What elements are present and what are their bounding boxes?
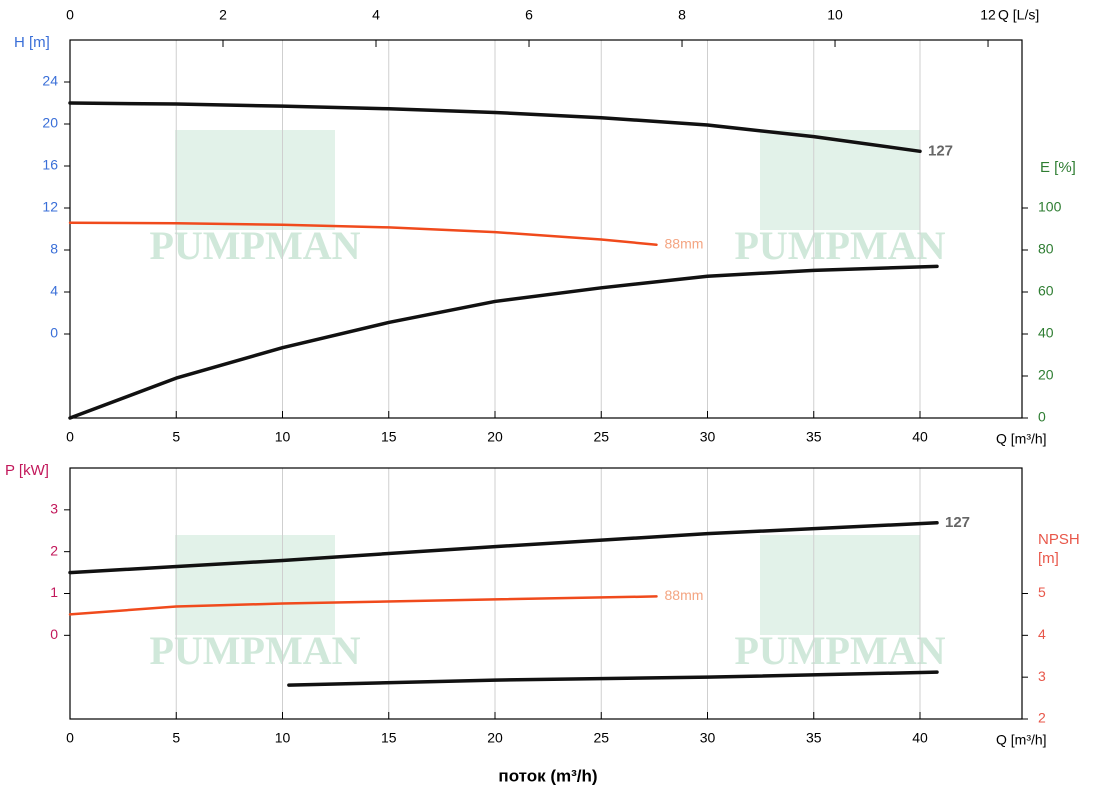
x2-tick-label: 0: [66, 7, 74, 23]
y2-tick-label: 2: [1038, 710, 1046, 726]
watermark-logo: [175, 130, 335, 230]
x2-tick-label: 4: [372, 7, 380, 23]
curve: [68, 101, 922, 154]
y-tick-label: 24: [42, 73, 58, 89]
y2-tick-label: 4: [1038, 626, 1046, 642]
y-tick-label: 0: [50, 626, 58, 642]
x-tick-label: 20: [487, 730, 503, 746]
watermark-logo: [760, 130, 920, 230]
y2-tick-label: 20: [1038, 367, 1054, 383]
x-tick-label: 15: [381, 730, 397, 746]
x2-label: Q [L/s]: [998, 7, 1039, 23]
curve: [68, 521, 939, 575]
y-tick-label: 3: [50, 501, 58, 517]
y2-tick-label: 0: [1038, 409, 1046, 425]
watermark: PUMPMAN: [149, 223, 360, 268]
y-tick-label: 20: [42, 115, 58, 131]
y2-tick-label: 100: [1038, 199, 1062, 215]
curve: [68, 264, 939, 420]
y-label: H [m]: [14, 34, 50, 51]
x-label: Q [m³/h]: [996, 732, 1047, 748]
x2-tick-label: 2: [219, 7, 227, 23]
y-label: P [kW]: [5, 462, 49, 479]
watermark: PUMPMAN: [734, 628, 945, 673]
y2-tick-label: 5: [1038, 584, 1046, 600]
curve-label: 127: [928, 142, 953, 159]
y-tick-label: 1: [50, 584, 58, 600]
x-tick-label: 30: [700, 730, 716, 746]
x-tick-label: 0: [66, 429, 74, 445]
y2-tick-label: 3: [1038, 668, 1046, 684]
watermark: PUMPMAN: [734, 223, 945, 268]
x-tick-label: 25: [593, 730, 609, 746]
x-tick-label: 40: [912, 730, 928, 746]
watermark-logo: [175, 535, 335, 635]
curve: [68, 221, 658, 246]
x-tick-label: 10: [275, 429, 291, 445]
curve-label: 88mm: [665, 587, 704, 603]
x-tick-label: 20: [487, 429, 503, 445]
x-tick-label: 35: [806, 730, 822, 746]
x-tick-label: 30: [700, 429, 716, 445]
curve-label: 88mm: [665, 235, 704, 251]
watermark-logo: [760, 535, 920, 635]
x2-tick-label: 8: [678, 7, 686, 23]
caption: поток (m³/h): [498, 766, 597, 785]
x-tick-label: 10: [275, 730, 291, 746]
curve: [68, 595, 658, 616]
y-tick-label: 8: [50, 241, 58, 257]
watermark: PUMPMAN: [149, 628, 360, 673]
x-tick-label: 40: [912, 429, 928, 445]
x-tick-label: 0: [66, 730, 74, 746]
y-tick-label: 2: [50, 542, 58, 558]
y-tick-label: 12: [42, 199, 58, 215]
x2-tick-label: 10: [827, 7, 843, 23]
x-tick-label: 15: [381, 429, 397, 445]
y2-label: E [%]: [1040, 159, 1076, 176]
y2-tick-label: 80: [1038, 241, 1054, 257]
curve: [287, 670, 939, 687]
y-tick-label: 16: [42, 157, 58, 173]
plot-frame: [69, 467, 1023, 720]
x-tick-label: 5: [172, 429, 180, 445]
x-tick-label: 35: [806, 429, 822, 445]
x-tick-label: 5: [172, 730, 180, 746]
x-label: Q [m³/h]: [996, 431, 1047, 447]
y2-label: NPSH [m]: [1038, 531, 1080, 567]
y-tick-label: 4: [50, 283, 58, 299]
x2-tick-label: 12: [980, 7, 996, 23]
y2-tick-label: 60: [1038, 283, 1054, 299]
y-tick-label: 0: [50, 325, 58, 341]
x2-tick-label: 6: [525, 7, 533, 23]
y2-tick-label: 40: [1038, 325, 1054, 341]
x-tick-label: 25: [593, 429, 609, 445]
plot-frame: [69, 39, 1023, 419]
curve-label: 127: [945, 514, 970, 531]
